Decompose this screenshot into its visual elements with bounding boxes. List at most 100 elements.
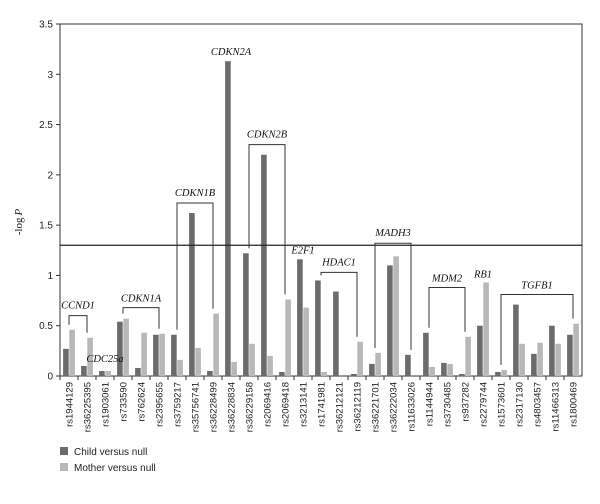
gene-label: CCND1	[61, 301, 95, 312]
bar-mother	[267, 355, 273, 376]
x-tick-label: rs1144944	[425, 382, 436, 426]
gene-bracket	[374, 242, 412, 350]
gene-label: CDKN1B	[175, 188, 216, 199]
gene-label: MADH3	[374, 228, 411, 239]
gene-label: MDM2	[431, 273, 463, 284]
bar-mother	[501, 369, 507, 376]
x-tick-label: rs4803457	[533, 382, 544, 427]
gene-label: CDKN2A	[211, 47, 252, 58]
y-tick-label: 0	[47, 372, 53, 383]
bar-child	[333, 291, 339, 376]
bar-child	[153, 334, 159, 376]
x-tick-label: rs11633026	[407, 382, 418, 431]
x-tick-label: rs1741981	[317, 382, 328, 427]
bar-mother	[285, 299, 291, 376]
y-tick-label: 1	[47, 271, 53, 282]
bar-child	[531, 353, 537, 376]
bar-child	[513, 304, 519, 376]
bar-mother	[429, 366, 435, 376]
x-tick-label: rs3759217	[173, 382, 184, 427]
y-axis-label: -logP	[13, 209, 25, 236]
x-tick-label: rs1903061	[101, 382, 112, 427]
bar-mother	[69, 329, 75, 376]
x-tick-label: rs36228834	[227, 382, 238, 432]
x-tick-label: rs937282	[461, 382, 472, 422]
bar-child	[405, 354, 411, 376]
bar-mother	[177, 359, 183, 376]
x-tick-label: rs1573601	[497, 382, 508, 427]
bar-child	[477, 325, 483, 376]
y-axis-label-var: P	[13, 209, 25, 217]
bar-mother	[141, 332, 147, 376]
bar-child	[387, 265, 393, 376]
bar-child	[459, 373, 465, 376]
bar-mother	[321, 371, 327, 376]
bar-mother	[105, 370, 111, 376]
y-tick-label: 2.5	[39, 120, 53, 131]
bar-child	[495, 371, 501, 376]
legend-swatch	[60, 447, 68, 455]
bar-child	[189, 213, 195, 376]
bar-mother	[249, 343, 255, 376]
gene-bracket	[176, 202, 214, 330]
y-tick-label: 0.5	[39, 321, 53, 332]
bar-mother	[159, 333, 165, 376]
bar-mother	[375, 352, 381, 376]
bar-child	[279, 371, 285, 376]
x-tick-label: rs1944129	[65, 382, 76, 427]
x-tick-label: rs36222034	[389, 382, 400, 432]
bar-child	[297, 259, 303, 376]
gene-bracket	[248, 144, 286, 295]
bar-child	[99, 370, 105, 376]
plot-area: 0 0.5 1 1.5 2 2.5 3 3.5 rs1944129 rs36225395 rs190…	[39, 20, 583, 432]
bar-mother	[357, 341, 363, 376]
gene-label: RB1	[473, 269, 492, 280]
gene-label: CDC25a	[86, 354, 123, 365]
gene-label: TGFB1	[521, 281, 553, 292]
bar-child	[225, 61, 231, 377]
bar-mother	[483, 282, 489, 376]
x-tick-label: rs36212119	[353, 382, 364, 431]
bar-child	[81, 365, 87, 376]
x-tick-label: rs2317130	[515, 382, 526, 427]
bar-mother	[465, 336, 471, 376]
gene-label: CDKN1A	[121, 294, 162, 305]
bar-child	[567, 334, 573, 376]
bar-mother	[537, 342, 543, 376]
x-tick-label: rs733590	[119, 382, 130, 422]
bar-mother	[447, 363, 453, 376]
bar-mother	[303, 307, 309, 376]
bar-child	[549, 325, 555, 376]
legend-label: Child versus null	[74, 447, 147, 458]
gene-bracket	[500, 294, 574, 365]
bar-mother	[555, 343, 561, 376]
x-tick-label: rs2279744	[479, 382, 490, 427]
bar-mother	[393, 256, 399, 376]
x-tick-label: rs35756741	[191, 382, 202, 432]
bar-child	[369, 363, 375, 376]
gene-label: CDKN2B	[247, 130, 288, 141]
bar-child	[63, 348, 69, 376]
bar-child	[423, 332, 429, 376]
x-tick-label: rs11466313	[551, 382, 562, 431]
bar-child	[207, 370, 213, 376]
y-axis-label-prefix: -log	[13, 217, 25, 235]
bar-mother	[231, 361, 237, 376]
legend: Child versus null Mother versus null	[60, 447, 156, 474]
bar-child	[117, 321, 123, 376]
x-tick-label: rs2069416	[263, 382, 274, 427]
x-tick-label: rs36212121	[335, 382, 346, 432]
gene-bracket	[320, 271, 358, 337]
gene-label: HDAC1	[321, 257, 356, 268]
bar-mother	[519, 343, 525, 376]
gene-label: E2F1	[290, 245, 314, 256]
x-tick-label: rs36228499	[209, 382, 220, 432]
gene-bracket	[428, 286, 466, 332]
x-tick-label: rs762624	[137, 382, 148, 422]
y-tick-label: 1.5	[39, 221, 53, 232]
bar-mother	[213, 313, 219, 376]
gene-bracket	[122, 307, 160, 329]
bar-child	[171, 334, 177, 376]
bar-mother	[573, 323, 579, 376]
